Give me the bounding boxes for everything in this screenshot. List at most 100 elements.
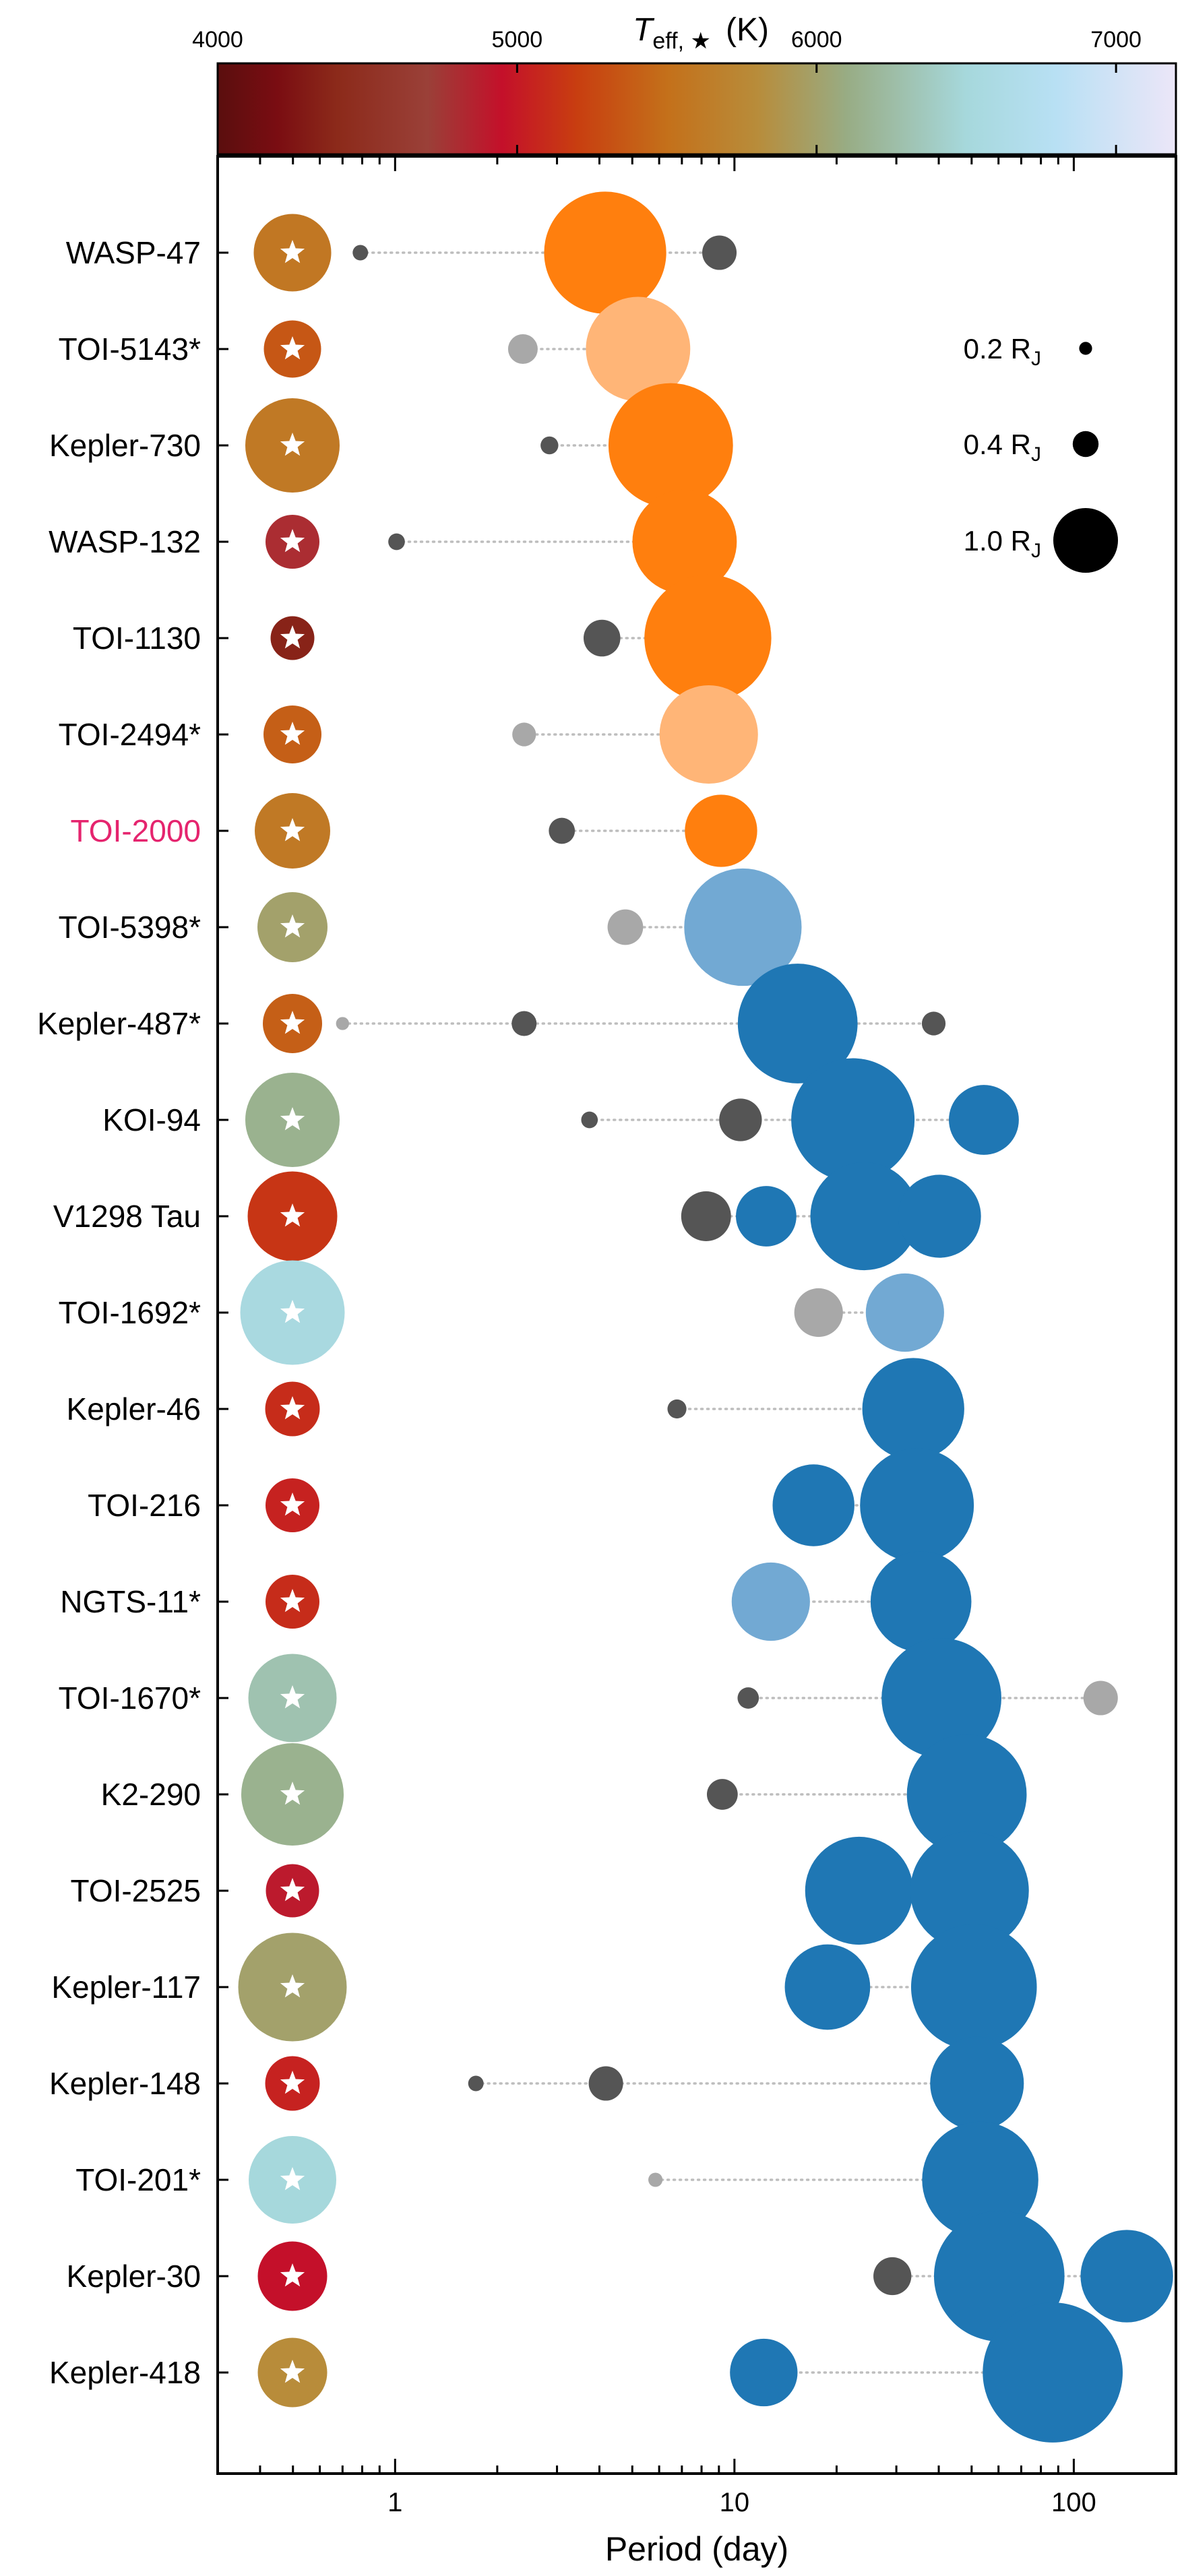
star-glyph-icon — [280, 1974, 305, 1998]
system-label: Kepler-418 — [49, 2355, 201, 2390]
system-label: TOI-2525 — [71, 1873, 201, 1908]
x-tick-label: 10 — [720, 2488, 750, 2517]
x-tick-label: 1 — [387, 2488, 402, 2517]
star-glyph-icon — [280, 914, 305, 938]
system-label: Kepler-30 — [67, 2259, 201, 2294]
system-label: WASP-47 — [66, 235, 201, 270]
colorbar: 4000 5000 6000 7000 Teff, ★ (K) — [192, 12, 1177, 156]
planet-marker — [702, 235, 737, 270]
system-label: KOI-94 — [102, 1102, 201, 1137]
colorbar-tick-label: 5000 — [492, 27, 543, 53]
star-glyph-icon — [280, 722, 305, 745]
star-glyph-icon — [280, 2167, 305, 2191]
planet-marker — [659, 685, 758, 784]
star-glyph-icon — [280, 818, 305, 842]
star-glyph-icon — [280, 1782, 305, 1805]
star-glyph-icon — [280, 1878, 305, 1902]
star-glyph-icon — [280, 1203, 305, 1227]
planet-marker — [865, 1273, 944, 1352]
system-label: TOI-1130 — [73, 621, 201, 656]
planet-marker — [507, 334, 538, 364]
planet-marker — [810, 1162, 919, 1271]
colorbar-label: Teff, ★ (K) — [633, 12, 769, 54]
planet-marker — [586, 296, 691, 402]
colorbar-tick-label: 7000 — [1090, 27, 1142, 53]
planet-marker — [731, 1562, 810, 1641]
colorbar-label-sub: eff, ★ — [652, 28, 711, 54]
planet-marker — [336, 1017, 349, 1030]
planet-marker — [737, 1687, 759, 1709]
planet-marker — [983, 2302, 1123, 2443]
colorbar-label-main: T — [633, 12, 655, 48]
planet-marker — [648, 2172, 663, 2187]
system-label: NGTS-11* — [60, 1584, 201, 1619]
star-glyph-icon — [280, 336, 305, 360]
planet-marker — [607, 909, 644, 945]
planet-marker — [681, 1191, 731, 1241]
planet-marker — [544, 191, 666, 314]
planet-marker — [930, 2036, 1024, 2131]
planet-marker — [667, 1399, 687, 1419]
system-label: TOI-5143* — [59, 332, 201, 367]
x-axis-label: Period (day) — [605, 2530, 788, 2568]
planet-marker — [906, 1734, 1027, 1854]
star-glyph-icon — [280, 1493, 305, 1516]
system-label: TOI-1670* — [59, 1680, 201, 1716]
system-label: TOI-216 — [88, 1488, 201, 1523]
planet-marker — [685, 794, 757, 867]
host-stars — [238, 214, 347, 2408]
planet-marker — [511, 1011, 537, 1036]
planet-marker — [588, 2066, 623, 2101]
planet-marker — [512, 722, 536, 747]
size-legend-label-main: 0.4 R — [964, 429, 1031, 460]
star-glyph-icon — [280, 1685, 305, 1709]
planet-marker — [1080, 2230, 1173, 2323]
planet-marker — [860, 1448, 974, 1563]
size-legend-label: 0.2 RJ — [964, 333, 1041, 370]
planet-marker — [1083, 1680, 1118, 1716]
size-legend: 0.2 RJ0.4 RJ1.0 RJ — [964, 333, 1118, 573]
system-label: Kepler-46 — [67, 1391, 201, 1426]
system-label: Kepler-117 — [51, 1970, 201, 2005]
x-axis: 1 10 100 — [216, 156, 1177, 2517]
planet-marker — [862, 1358, 964, 1460]
size-legend-label-sub: J — [1031, 540, 1041, 562]
size-legend-marker — [1053, 508, 1118, 573]
star-glyph-icon — [280, 1300, 305, 1323]
planet-marker — [549, 817, 576, 844]
system-label: K2-290 — [101, 1777, 201, 1812]
system-label: WASP-132 — [49, 524, 201, 559]
planet-marker — [583, 619, 621, 657]
system-label: Kepler-148 — [49, 2066, 201, 2101]
system-label: Kepler-730 — [49, 428, 201, 463]
planet-marker — [540, 436, 559, 455]
colorbar-ticks: 4000 5000 6000 7000 — [192, 27, 1142, 154]
system-label: TOI-201* — [75, 2162, 201, 2197]
colorbar-tick-label: 4000 — [192, 27, 243, 53]
planet-marker — [772, 1464, 854, 1546]
system-label: TOI-2494* — [59, 717, 201, 752]
size-legend-label-sub: J — [1031, 443, 1041, 466]
planet-marker — [388, 533, 405, 551]
system-label: TOI-1692* — [59, 1295, 201, 1330]
planet-marker — [730, 2338, 798, 2407]
size-legend-label-main: 0.2 R — [964, 333, 1031, 365]
planet-marker — [791, 1058, 915, 1182]
planet-marker — [684, 868, 802, 986]
x-tick-label: 100 — [1051, 2488, 1096, 2517]
planet-marker — [922, 2121, 1038, 2238]
star-glyph-icon — [280, 240, 305, 263]
system-label: TOI-2000 — [71, 813, 201, 848]
planet-marker — [898, 1174, 981, 1258]
planet-marker — [910, 1924, 1037, 2050]
size-legend-label-sub: J — [1031, 348, 1041, 370]
plot-frame — [216, 155, 1177, 2475]
star-glyph-icon — [280, 529, 305, 553]
star-glyph-icon — [280, 1107, 305, 1131]
planet-marker — [881, 1638, 1001, 1758]
planet-marker — [581, 1111, 598, 1129]
planet-marker — [719, 1098, 762, 1141]
planets — [336, 191, 1173, 2443]
planet-marker — [706, 1779, 738, 1810]
